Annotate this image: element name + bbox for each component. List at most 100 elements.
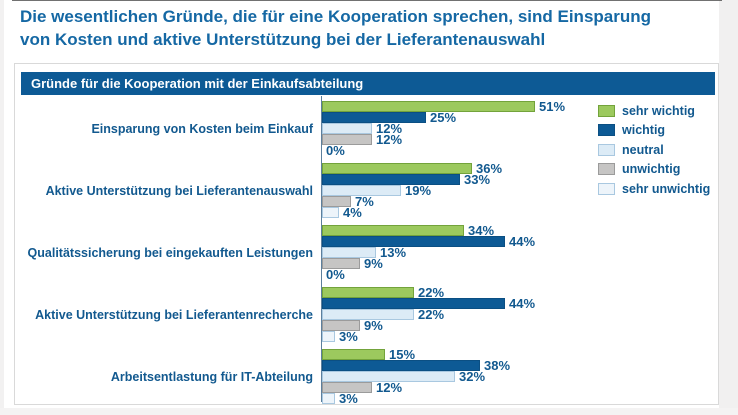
chart-panel: Gründe für die Kooperation mit der Einka… bbox=[14, 63, 719, 405]
bar-sehr-unwichtig bbox=[322, 393, 335, 404]
value-label: 22% bbox=[418, 285, 445, 300]
bar-unwichtig bbox=[322, 382, 372, 393]
bar-row: 44% bbox=[322, 296, 536, 311]
bar-row: 19% bbox=[322, 183, 502, 198]
right-margin-strip bbox=[719, 0, 738, 415]
value-label: 7% bbox=[355, 194, 374, 209]
bar-wichtig bbox=[322, 112, 426, 123]
bar-row: 3% bbox=[322, 391, 510, 406]
value-label: 51% bbox=[539, 99, 566, 114]
bar-neutral bbox=[322, 123, 372, 134]
bar-group: 22% 44% 22% 9% 3% bbox=[322, 285, 536, 344]
value-label: 4% bbox=[343, 205, 362, 220]
bar-wichtig bbox=[322, 360, 480, 371]
value-label: 9% bbox=[364, 256, 383, 271]
chart-group: Aktive Unterstützung bei Lieferantenausw… bbox=[15, 161, 715, 220]
bar-row: 7% bbox=[322, 194, 502, 209]
y-axis-line bbox=[321, 96, 322, 402]
bar-group: 15% 38% 32% 12% 3% bbox=[322, 347, 511, 406]
bar-row: 9% bbox=[322, 318, 535, 333]
chart-group: Arbeitsentlastung für IT-Abteilung 15% 38%… bbox=[15, 347, 715, 406]
legend-label: sehr unwichtig bbox=[622, 181, 711, 196]
category-label: Einsparung von Kosten beim Einkauf bbox=[91, 121, 313, 136]
value-label: 12% bbox=[376, 132, 403, 147]
value-label: 3% bbox=[339, 391, 358, 406]
bar-unwichtig bbox=[322, 134, 372, 145]
value-label: 13% bbox=[380, 245, 407, 260]
legend-item: sehr unwichtig bbox=[598, 181, 711, 196]
bar-wichtig bbox=[322, 236, 505, 247]
chart-group: Aktive Unterstützung bei Lieferantenrech… bbox=[15, 285, 715, 344]
bar-sehr-wichtig bbox=[322, 349, 385, 360]
bar-row: 0% bbox=[322, 267, 535, 282]
bar-row: 12% bbox=[322, 380, 510, 395]
legend-item: unwichtig bbox=[598, 162, 710, 176]
bar-neutral bbox=[322, 185, 401, 196]
bar-sehr-unwichtig bbox=[322, 207, 339, 218]
value-label: 36% bbox=[476, 161, 503, 176]
bar-row: 12% bbox=[322, 122, 565, 135]
bar-row: 38% bbox=[322, 358, 511, 373]
legend-label: sehr wichtig bbox=[622, 103, 695, 118]
bar-sehr-wichtig bbox=[322, 287, 414, 298]
bar-neutral bbox=[322, 309, 414, 320]
value-label: 25% bbox=[430, 110, 457, 125]
bar-sehr-unwichtig bbox=[322, 331, 335, 342]
value-label: 12% bbox=[376, 380, 403, 395]
bar-sehr-wichtig bbox=[322, 225, 464, 236]
bar-neutral bbox=[322, 247, 376, 258]
bar-unwichtig bbox=[322, 320, 360, 331]
category-label: Arbeitsentlastung für IT-Abteilung bbox=[110, 369, 313, 384]
legend-item: neutral bbox=[598, 142, 710, 157]
bar-sehr-wichtig bbox=[322, 101, 535, 112]
category-label: Qualitätssicherung bei eingekauften Leis… bbox=[27, 245, 313, 260]
value-label: 34% bbox=[468, 223, 495, 238]
legend-swatch-sehr-wichtig bbox=[598, 104, 615, 117]
legend-label: wichtig bbox=[622, 123, 666, 137]
value-label: 15% bbox=[389, 347, 416, 362]
page-title-line1: Die wesentlichen Gründe, die für eine Ko… bbox=[20, 7, 652, 26]
bar-row: 22% bbox=[322, 285, 535, 300]
page-title-line2: von Kosten und aktive Unterstützung bei … bbox=[20, 30, 546, 49]
bar-wichtig bbox=[322, 298, 505, 309]
bar-row: 34% bbox=[322, 223, 535, 238]
bar-row: 33% bbox=[322, 172, 502, 187]
bar-row: 32% bbox=[322, 369, 510, 384]
bar-group: 51% 25% 12% 12% 0% bbox=[322, 99, 566, 157]
category-label: Aktive Unterstützung bei Lieferantenausw… bbox=[45, 183, 313, 198]
value-label: 32% bbox=[459, 369, 486, 384]
bar-row: 3% bbox=[322, 329, 535, 344]
bar-row: 0% bbox=[322, 144, 565, 157]
value-label: 9% bbox=[364, 318, 383, 333]
bottom-margin-strip bbox=[0, 408, 738, 415]
bar-unwichtig bbox=[322, 196, 351, 207]
category-label: Aktive Unterstützung bei Lieferantenrech… bbox=[35, 307, 313, 322]
legend-label: unwichtig bbox=[622, 162, 681, 176]
bar-row: 15% bbox=[322, 347, 510, 362]
value-label: 33% bbox=[464, 172, 491, 187]
bar-row: 51% bbox=[322, 99, 566, 114]
legend-item: wichtig bbox=[598, 123, 710, 137]
legend-swatch-wichtig bbox=[598, 124, 615, 136]
bar-row: 44% bbox=[322, 235, 535, 248]
bar-row: 12% bbox=[322, 132, 565, 147]
legend-label: neutral bbox=[622, 142, 664, 157]
chart-legend: sehr wichtig wichtig neutral unwichtig sehr … bbox=[598, 104, 710, 202]
bar-row: 9% bbox=[322, 256, 535, 271]
legend-swatch-sehr-unwichtig bbox=[598, 182, 615, 195]
value-label: 0% bbox=[326, 267, 345, 282]
value-label: 3% bbox=[339, 329, 358, 344]
legend-swatch-neutral bbox=[598, 143, 615, 156]
left-margin-strip bbox=[0, 0, 4, 415]
bar-neutral bbox=[322, 371, 455, 382]
value-label: 19% bbox=[405, 183, 432, 198]
bar-group: 34% 44% 13% 9% 0% bbox=[322, 223, 535, 282]
legend-swatch-unwichtig bbox=[598, 163, 615, 175]
value-label: 38% bbox=[484, 358, 511, 373]
page-title: Die wesentlichen Gründe, die für eine Ko… bbox=[20, 5, 725, 51]
top-divider bbox=[12, 0, 722, 1]
value-label: 44% bbox=[509, 296, 536, 311]
bar-row: 4% bbox=[322, 205, 502, 220]
value-label: 22% bbox=[418, 307, 445, 322]
bar-group: 36% 33% 19% 7% 4% bbox=[322, 161, 503, 220]
